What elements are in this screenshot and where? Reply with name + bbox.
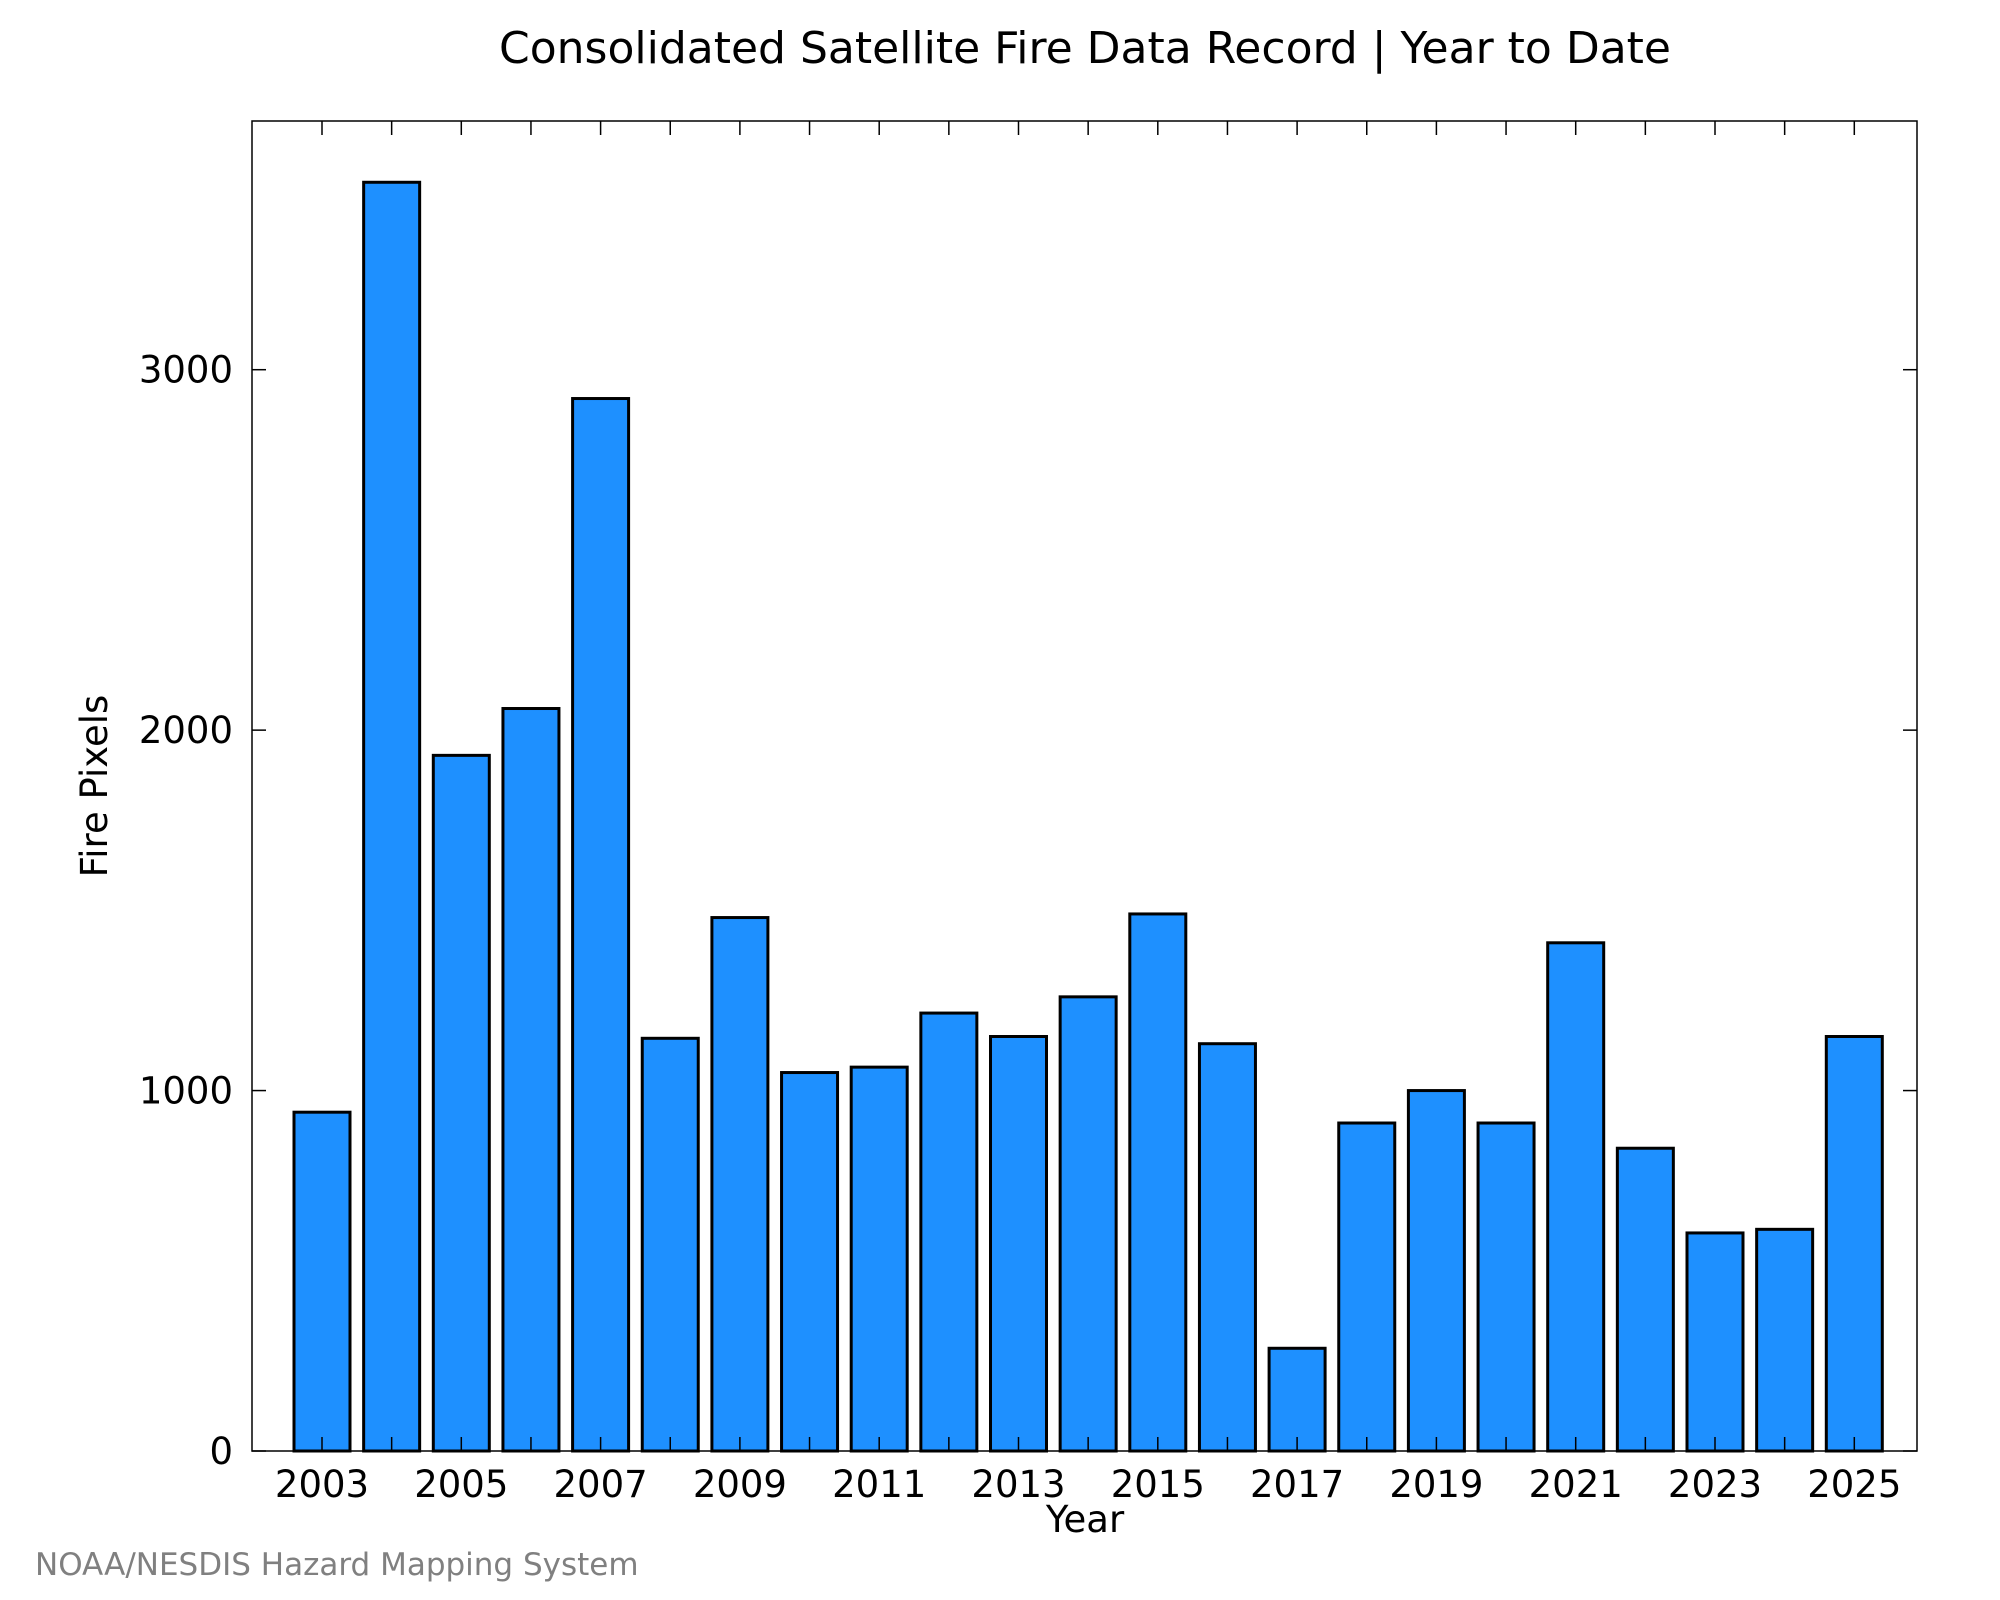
bar-2023 xyxy=(1685,1231,1745,1453)
x-tick-label-2025: 2025 xyxy=(1807,1463,1901,1506)
x-tick-label-2019: 2019 xyxy=(1389,1463,1483,1506)
x-tick-label-2017: 2017 xyxy=(1250,1463,1344,1506)
chart-title: Consolidated Satellite Fire Data Record … xyxy=(499,23,1671,74)
x-tick-label-2023: 2023 xyxy=(1668,1463,1762,1506)
y-tick-label-0: 0 xyxy=(209,1430,233,1473)
bar-2004 xyxy=(362,180,422,1453)
bar-2025 xyxy=(1824,1035,1884,1453)
bar-2009 xyxy=(710,916,770,1453)
x-tick-label-2021: 2021 xyxy=(1529,1463,1623,1506)
x-tick-label-2003: 2003 xyxy=(275,1463,369,1506)
bar-2017 xyxy=(1267,1346,1327,1453)
y-tick-label-1000: 1000 xyxy=(139,1070,233,1113)
x-tick-label-2007: 2007 xyxy=(554,1463,648,1506)
bar-2022 xyxy=(1615,1146,1675,1453)
bar-2007 xyxy=(571,397,631,1453)
x-tick-label-2015: 2015 xyxy=(1111,1463,1205,1506)
y-tick-label-2000: 2000 xyxy=(139,709,233,752)
bar-2014 xyxy=(1058,995,1118,1453)
x-tick-label-2013: 2013 xyxy=(971,1463,1065,1506)
credit-text: NOAA/NESDIS Hazard Mapping System xyxy=(35,1547,639,1583)
bar-2008 xyxy=(640,1036,700,1453)
x-tick-label-2005: 2005 xyxy=(414,1463,508,1506)
bar-2019 xyxy=(1406,1089,1466,1453)
bar-2012 xyxy=(919,1011,979,1453)
x-tick-label-2011: 2011 xyxy=(832,1463,926,1506)
bar-2024 xyxy=(1755,1227,1815,1453)
bar-2021 xyxy=(1546,941,1606,1453)
bar-2005 xyxy=(431,753,491,1453)
x-axis-label: Year xyxy=(1045,1498,1125,1541)
bar-2003 xyxy=(292,1110,352,1453)
plot-frame xyxy=(251,120,1918,1452)
y-tick-label-3000: 3000 xyxy=(139,349,233,392)
bar-2006 xyxy=(501,707,561,1453)
bar-2015 xyxy=(1128,912,1188,1453)
bar-2010 xyxy=(780,1071,840,1453)
bar-2020 xyxy=(1476,1121,1536,1453)
bar-2013 xyxy=(989,1035,1048,1453)
y-axis-label: Fire Pixels xyxy=(73,695,116,878)
bar-2018 xyxy=(1337,1121,1397,1453)
x-tick-label-2009: 2009 xyxy=(693,1463,787,1506)
bar-2016 xyxy=(1197,1042,1257,1453)
bars-group xyxy=(292,180,1884,1453)
tick-labels-group: 2003 2005 2007 2009 2011 2013 2015 2017 2019 2021… xyxy=(139,349,1902,1506)
bar-2011 xyxy=(849,1065,909,1453)
